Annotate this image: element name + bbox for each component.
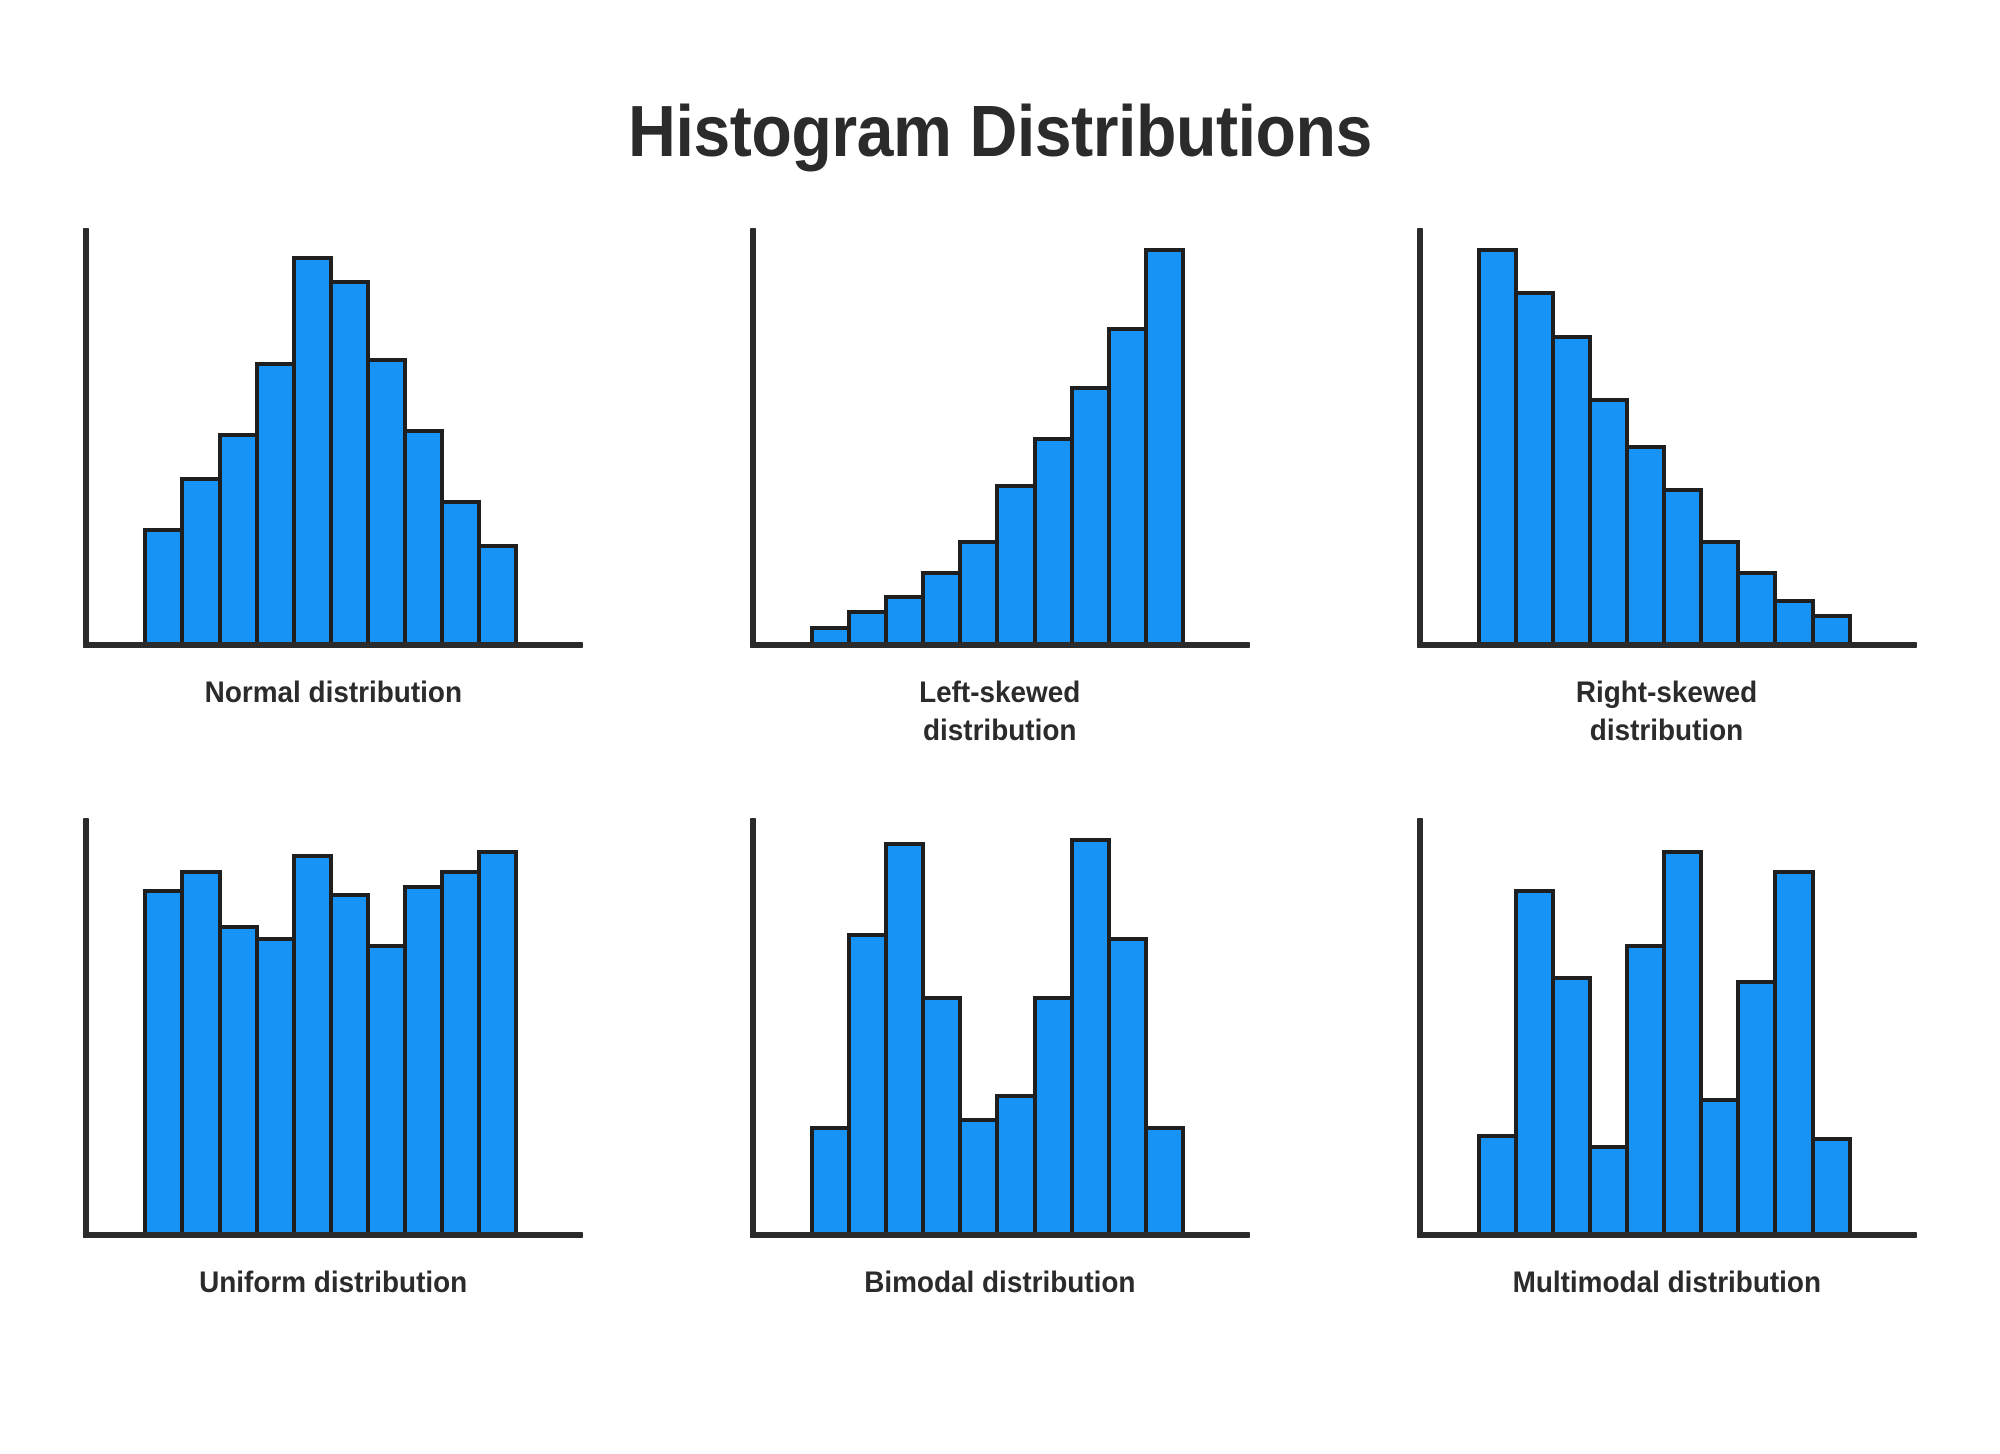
y-axis-line (1416, 818, 1423, 1238)
histogram-bar (1662, 849, 1704, 1232)
histogram-bar (1069, 838, 1111, 1232)
histogram-bar (402, 885, 445, 1232)
panel-bimodal-distribution: Bimodal distribution (667, 818, 1334, 1408)
histogram-bar (1773, 869, 1815, 1232)
panel-right-skewed-distribution: Right-skewed distribution (1333, 228, 2000, 818)
histogram-bar (1069, 385, 1111, 642)
histogram-bar (1032, 437, 1074, 642)
histogram-bar (328, 893, 370, 1232)
histogram-bar (1736, 979, 1778, 1232)
histogram-bar (1699, 1098, 1741, 1232)
bar-series-right-skewed (1476, 248, 1852, 642)
histogram-bar (1476, 1133, 1518, 1232)
histogram-bar (477, 849, 519, 1232)
histogram-bar (1106, 936, 1148, 1232)
histogram-bar (1550, 334, 1592, 642)
plot-area-left-skewed (749, 228, 1250, 648)
bar-series-uniform (143, 838, 519, 1232)
histogram-bar (884, 594, 926, 642)
panel-uniform-distribution: Uniform distribution (0, 818, 667, 1408)
histogram-bar (440, 869, 482, 1232)
histogram-bar (958, 1117, 1000, 1232)
histogram-bar (809, 1125, 852, 1232)
bar-series-bimodal (809, 838, 1185, 1232)
panel-label-normal: Normal distribution (204, 676, 462, 709)
histogram-bar (921, 571, 963, 642)
panel-left-skewed-distribution: Left-skewed distribution (667, 228, 1334, 818)
histogram-bar (847, 932, 889, 1232)
bar-series-multimodal (1476, 838, 1852, 1232)
histogram-bar (1810, 1137, 1852, 1232)
histogram-bar (180, 476, 222, 642)
histogram-bar (1625, 445, 1667, 642)
histogram-bar (1513, 889, 1555, 1232)
histogram-bar (180, 869, 222, 1232)
histogram-bar (1587, 1145, 1630, 1232)
y-axis-line (749, 228, 756, 648)
histogram-bar (884, 841, 926, 1232)
y-axis-line (83, 818, 90, 1238)
panel-label-right-skewed: Right-skewed distribution (1575, 676, 1758, 748)
histogram-bar (1476, 248, 1518, 642)
histogram-bar (1143, 1125, 1185, 1232)
plot-area-bimodal (749, 818, 1250, 1238)
panel-normal-distribution: Normal distribution (0, 228, 667, 818)
histogram-bar (809, 626, 852, 642)
plot-area-multimodal (1416, 818, 1917, 1238)
histogram-bar (1699, 539, 1741, 642)
histogram-bar (477, 543, 519, 642)
y-axis-line (83, 228, 90, 648)
histogram-bar (1773, 598, 1815, 642)
x-axis-line (83, 642, 584, 648)
panel-label-uniform: Uniform distribution (199, 1266, 468, 1299)
histogram-bar (217, 924, 259, 1232)
histogram-bar (995, 1094, 1037, 1232)
x-axis-line (749, 1232, 1250, 1238)
histogram-bar (1736, 571, 1778, 642)
histogram-bar (217, 433, 259, 642)
histogram-bar (1662, 488, 1704, 642)
histogram-bar (958, 539, 1000, 642)
histogram-bar (1625, 944, 1667, 1232)
bar-series-left-skewed (809, 248, 1185, 642)
histogram-bar (440, 500, 482, 642)
histogram-bar (291, 255, 333, 642)
histogram-bar (402, 429, 445, 642)
histogram-bar (254, 936, 296, 1232)
histogram-bar (1550, 975, 1592, 1232)
x-axis-line (1416, 1232, 1917, 1238)
histogram-grid: Normal distribution Left-skewed distribu… (0, 228, 2000, 1408)
histogram-bar (1810, 614, 1852, 642)
panel-label-multimodal: Multimodal distribution (1512, 1266, 1821, 1299)
histogram-bar (1143, 248, 1185, 642)
plot-area-normal (83, 228, 584, 648)
y-axis-line (749, 818, 756, 1238)
histogram-bar (1032, 995, 1074, 1232)
histogram-bar (1513, 291, 1555, 642)
plot-area-uniform (83, 818, 584, 1238)
histogram-bar (995, 484, 1037, 642)
histogram-bar (143, 889, 185, 1232)
panel-multimodal-distribution: Multimodal distribution (1333, 818, 2000, 1408)
histogram-bar (365, 944, 407, 1232)
histogram-bar (365, 358, 407, 642)
histogram-bar (254, 362, 296, 642)
histogram-bar (921, 995, 963, 1232)
histogram-bar (1106, 326, 1148, 642)
x-axis-line (83, 1232, 584, 1238)
plot-area-right-skewed (1416, 228, 1917, 648)
histogram-bar (143, 527, 185, 642)
panel-label-bimodal: Bimodal distribution (864, 1266, 1136, 1299)
y-axis-line (1416, 228, 1423, 648)
page-title: Histogram Distributions (628, 92, 1372, 172)
histogram-bar (1587, 397, 1630, 642)
bar-series-normal (143, 248, 519, 642)
x-axis-line (1416, 642, 1917, 648)
panel-label-left-skewed: Left-skewed distribution (919, 676, 1081, 748)
histogram-bar (291, 853, 333, 1232)
histogram-bar (328, 279, 370, 642)
x-axis-line (749, 642, 1250, 648)
histogram-bar (847, 610, 889, 642)
